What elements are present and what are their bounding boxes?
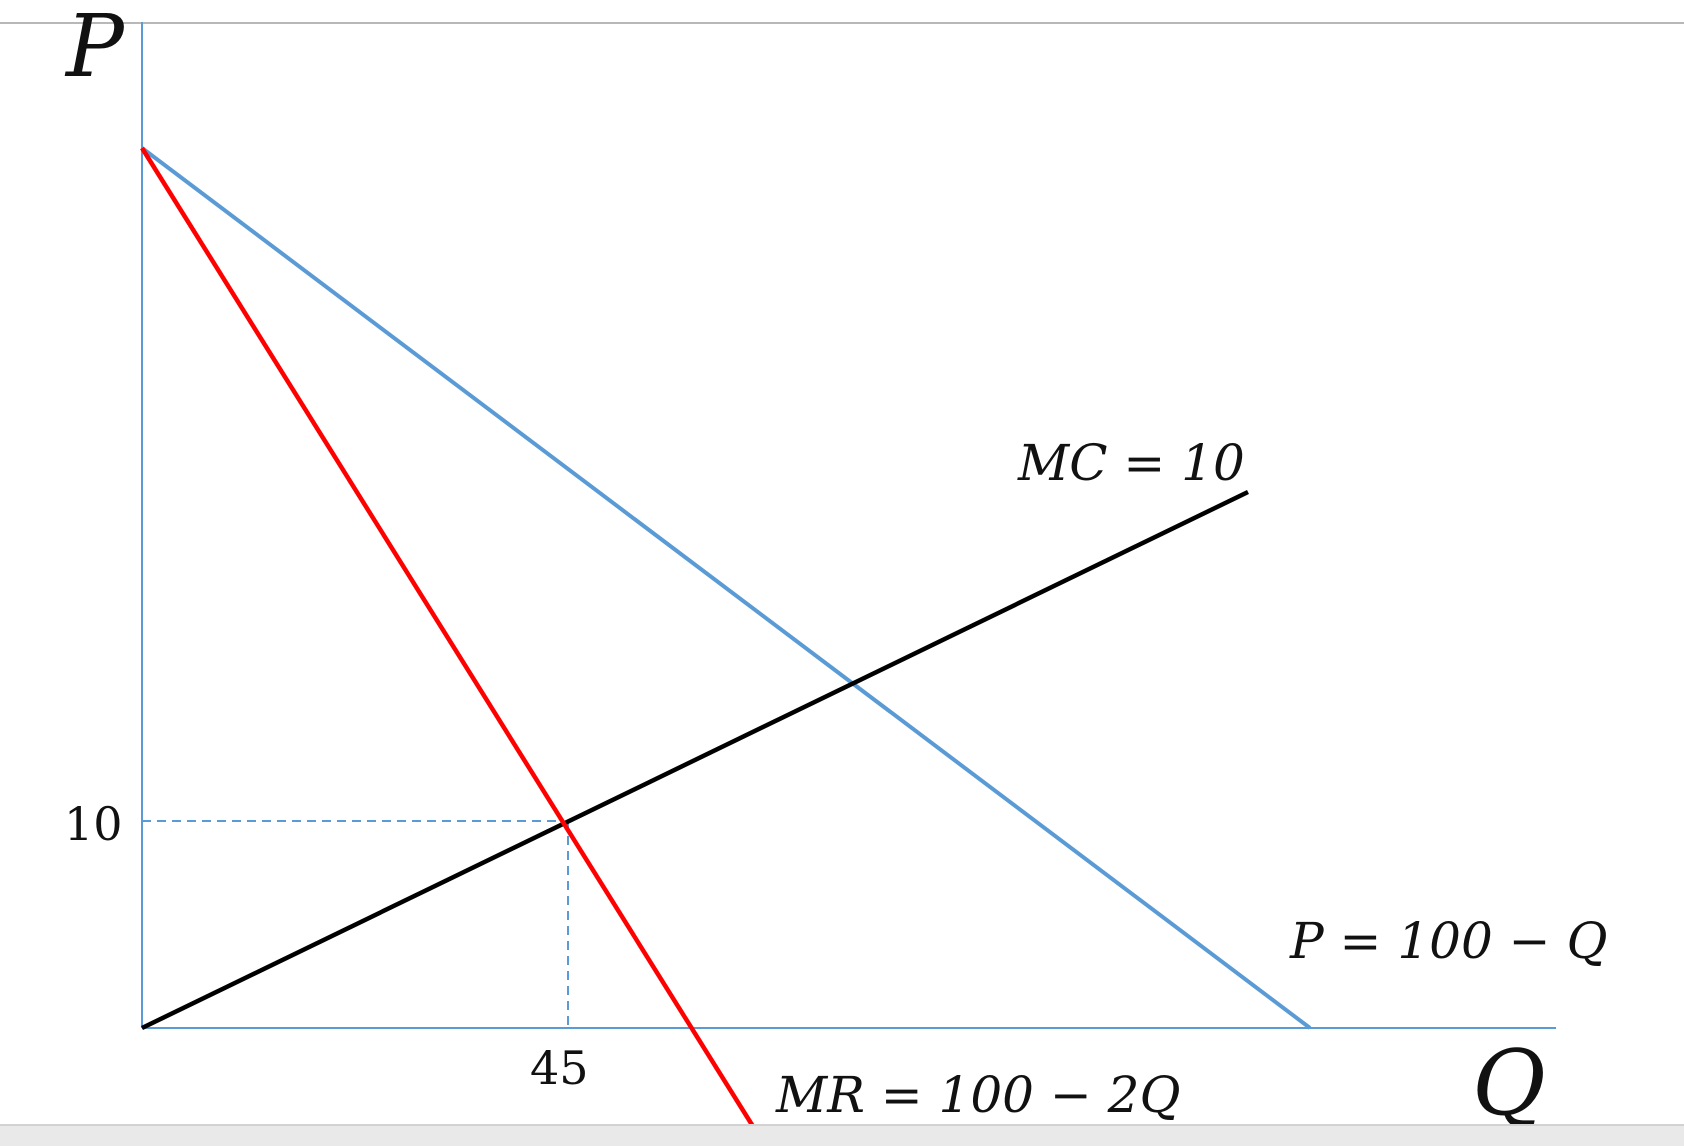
mr-label: MR = 100 − 2Q [775, 1066, 1180, 1124]
y-axis-label: P [64, 0, 126, 97]
quantity-tick-label: 45 [530, 1041, 589, 1095]
top-divider [0, 22, 1684, 24]
mc-line [141, 489, 1249, 1031]
demand-curve [140, 146, 1312, 1030]
window-bottom-bar [0, 1124, 1684, 1146]
mr-curve [140, 146, 756, 1130]
price-tick-label: 10 [64, 797, 123, 851]
x-axis-label: Q [1472, 1031, 1546, 1136]
demand-label: P = 100 − Q [1289, 912, 1607, 970]
mc-label: MC = 10 [1017, 434, 1245, 492]
